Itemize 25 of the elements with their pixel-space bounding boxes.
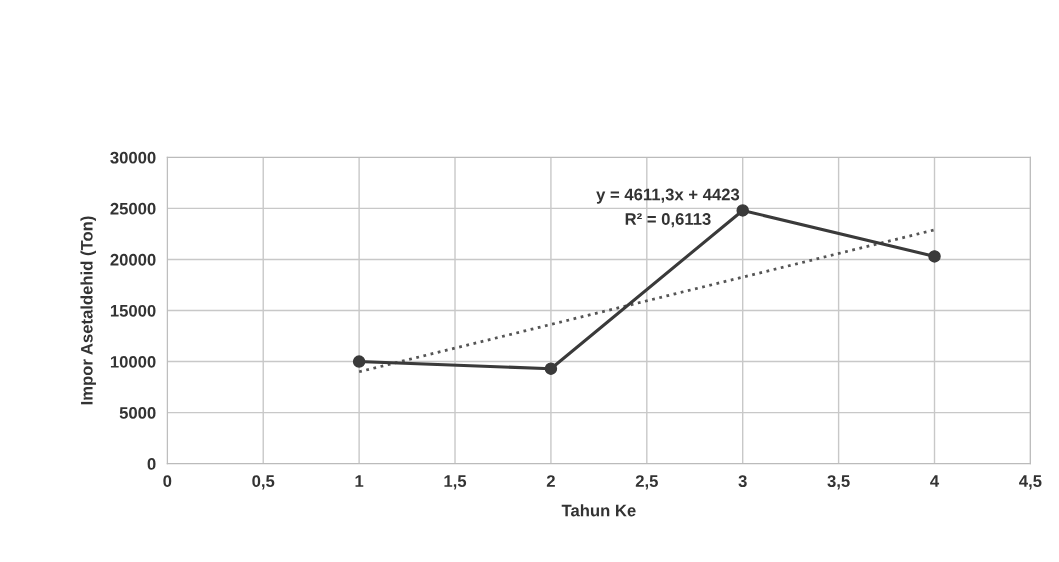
- x-tick-label: 2,5: [635, 475, 658, 490]
- x-tick-label: 2: [546, 475, 555, 487]
- annotation: R² = 0,6113: [625, 213, 711, 228]
- y-tick-label: 15000: [110, 304, 156, 317]
- y-tick-label: 0: [147, 458, 156, 470]
- point: [736, 204, 749, 217]
- x-tick-label: 3: [738, 475, 747, 488]
- point: [544, 362, 558, 375]
- y-tick-label: 5000: [119, 407, 156, 419]
- x-axis-title: Tahun Ke: [561, 504, 636, 517]
- x-tick-label: 1: [355, 475, 364, 487]
- y-tick-label: 25000: [110, 202, 156, 215]
- x-tick-label: 4: [930, 475, 940, 487]
- x-tick-label: 3,5: [827, 475, 850, 490]
- y-axis-title: Impor Asetaldehid (Ton): [80, 216, 96, 405]
- y-tick-label: 20000: [110, 253, 156, 266]
- y-tick-label: 10000: [110, 355, 156, 368]
- x-tick-label: 1,5: [444, 475, 467, 490]
- point: [352, 355, 366, 368]
- x-tick-label: 0: [163, 475, 172, 487]
- annotation: y = 4611,3x + 4423: [596, 188, 740, 204]
- y-tick-label: 30000: [110, 151, 156, 164]
- x-tick-label: 0,5: [252, 475, 275, 490]
- x-tick-label: 4,5: [1019, 475, 1042, 490]
- point: [928, 250, 941, 263]
